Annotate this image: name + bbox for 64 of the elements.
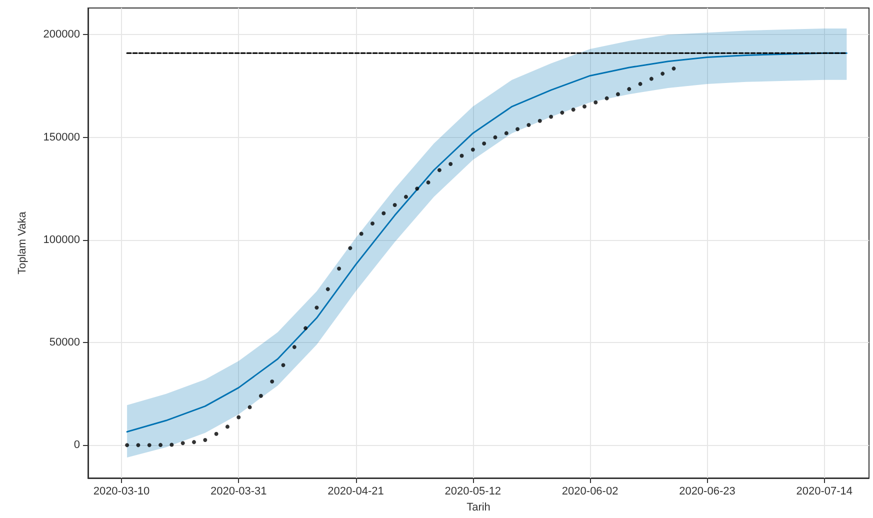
point <box>672 66 676 71</box>
x-tick-label: 2020-03-10 <box>93 486 150 498</box>
point <box>136 443 140 448</box>
point <box>225 424 230 429</box>
y-axis-title: Toplam Vaka <box>16 210 28 274</box>
point <box>660 72 665 76</box>
point <box>236 415 241 420</box>
point <box>504 131 508 136</box>
point <box>348 246 352 250</box>
point <box>392 203 397 208</box>
point <box>147 443 152 448</box>
point <box>304 326 308 330</box>
point <box>649 76 654 81</box>
x-tick-label: 2020-04-21 <box>328 486 384 498</box>
point <box>258 394 263 398</box>
point <box>158 442 163 447</box>
point <box>594 100 598 104</box>
y-tick-label: 50000 <box>49 336 80 349</box>
x-tick-label: 2020-05-12 <box>444 486 502 498</box>
point <box>493 135 498 140</box>
point <box>448 162 453 166</box>
point <box>180 441 185 446</box>
point <box>582 104 586 109</box>
point <box>482 141 486 146</box>
x-tick-label: 2020-06-02 <box>562 486 618 498</box>
point <box>604 96 609 100</box>
point <box>370 222 375 226</box>
point <box>382 211 386 216</box>
point <box>192 440 196 444</box>
y-tick-label: 100000 <box>43 234 80 246</box>
point <box>437 168 442 172</box>
point <box>292 345 296 350</box>
y-tick-label: 150000 <box>43 131 80 144</box>
point <box>560 110 564 115</box>
point <box>359 232 364 236</box>
point <box>470 148 475 152</box>
point <box>326 287 330 292</box>
point <box>337 266 342 271</box>
point <box>281 363 286 368</box>
point <box>125 443 130 448</box>
point <box>415 186 420 191</box>
point <box>404 194 408 199</box>
point <box>248 405 252 410</box>
point <box>549 114 554 119</box>
point <box>538 118 542 123</box>
x-axis-title: Tarih <box>466 502 490 514</box>
y-tick-label: 200000 <box>43 28 80 41</box>
point <box>270 380 274 384</box>
point <box>627 87 632 92</box>
y-tick-label: 0 <box>74 439 80 452</box>
point <box>460 154 464 158</box>
x-tick-label: 2020-03-31 <box>210 486 267 498</box>
point <box>616 92 620 96</box>
x-tick-label: 2020-07-14 <box>796 486 853 498</box>
point <box>638 82 642 86</box>
point <box>203 438 208 442</box>
point <box>516 127 520 132</box>
point <box>314 306 319 310</box>
x-tick-label: 2020-06-23 <box>679 486 736 498</box>
point <box>170 442 174 447</box>
point <box>526 122 531 127</box>
point <box>426 180 430 184</box>
point <box>571 108 576 112</box>
point <box>214 432 218 436</box>
